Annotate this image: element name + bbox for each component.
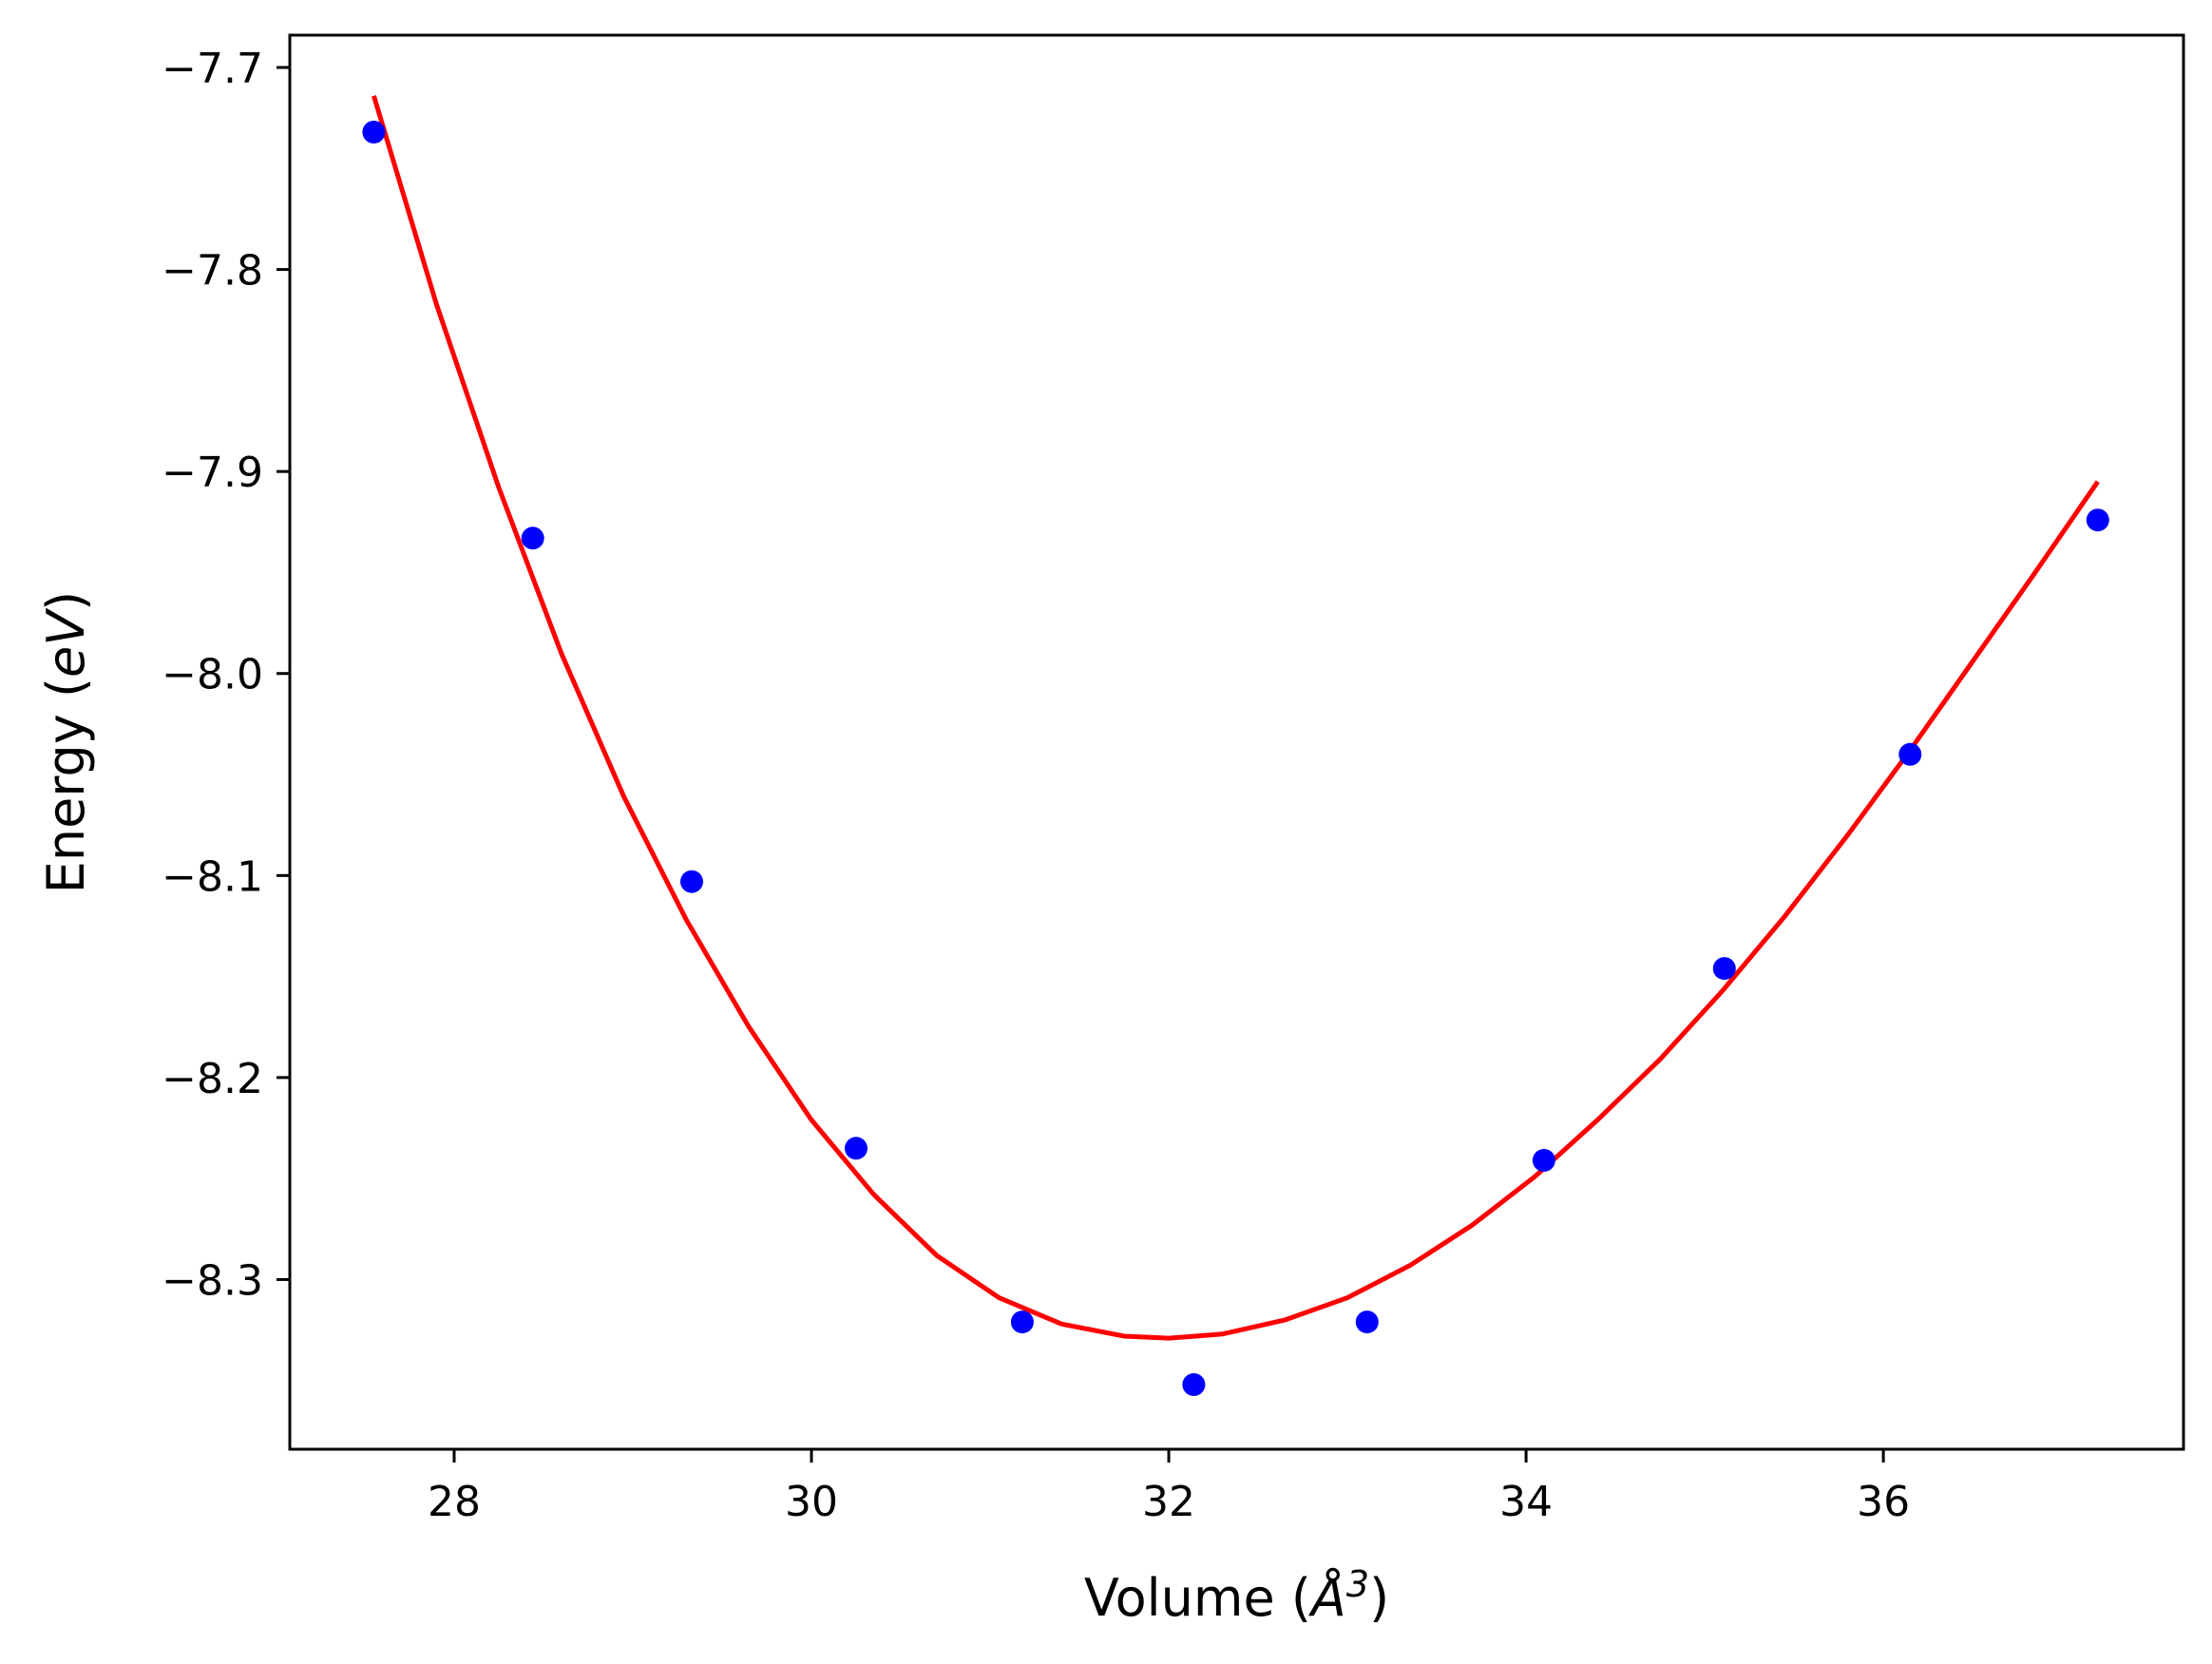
y-tick-label: −8.1 — [162, 852, 263, 901]
x-axis: 28 30 32 34 36 — [428, 1449, 1910, 1526]
fit-curve — [372, 95, 2100, 1341]
data-point — [680, 870, 703, 893]
data-point — [2086, 508, 2109, 532]
x-axis-label: Volume (Å3) — [1084, 1563, 1389, 1628]
plot-area — [362, 95, 2109, 1396]
data-point — [1532, 1149, 1555, 1172]
plot-frame — [288, 33, 2185, 1451]
data-point — [521, 526, 544, 550]
y-tick-label: −8.3 — [162, 1256, 263, 1305]
y-tick-label: −8.0 — [162, 651, 263, 699]
x-tick-label: 32 — [1142, 1478, 1195, 1526]
x-tick-label: 30 — [785, 1478, 838, 1526]
y-tick-label: −7.7 — [162, 45, 263, 93]
data-point — [1712, 957, 1736, 981]
data-point — [845, 1137, 868, 1160]
x-tick-label: 36 — [1857, 1478, 1910, 1526]
data-point — [1355, 1310, 1379, 1334]
y-tick-label: −7.9 — [162, 449, 263, 497]
x-tick-label: 28 — [428, 1478, 481, 1526]
y-axis: −7.7 −7.8 −7.9 −8.0 −8.1 −8.2 −8.3 — [162, 45, 290, 1305]
y-tick-label: −8.2 — [162, 1055, 263, 1103]
y-tick-label: −7.8 — [162, 247, 263, 296]
x-tick-label: 34 — [1499, 1478, 1553, 1526]
data-point — [1010, 1310, 1034, 1334]
data-point — [1898, 742, 1922, 766]
data-point — [1182, 1373, 1206, 1396]
data-point — [362, 121, 386, 143]
y-axis-label: Energy (eV) — [36, 591, 96, 894]
